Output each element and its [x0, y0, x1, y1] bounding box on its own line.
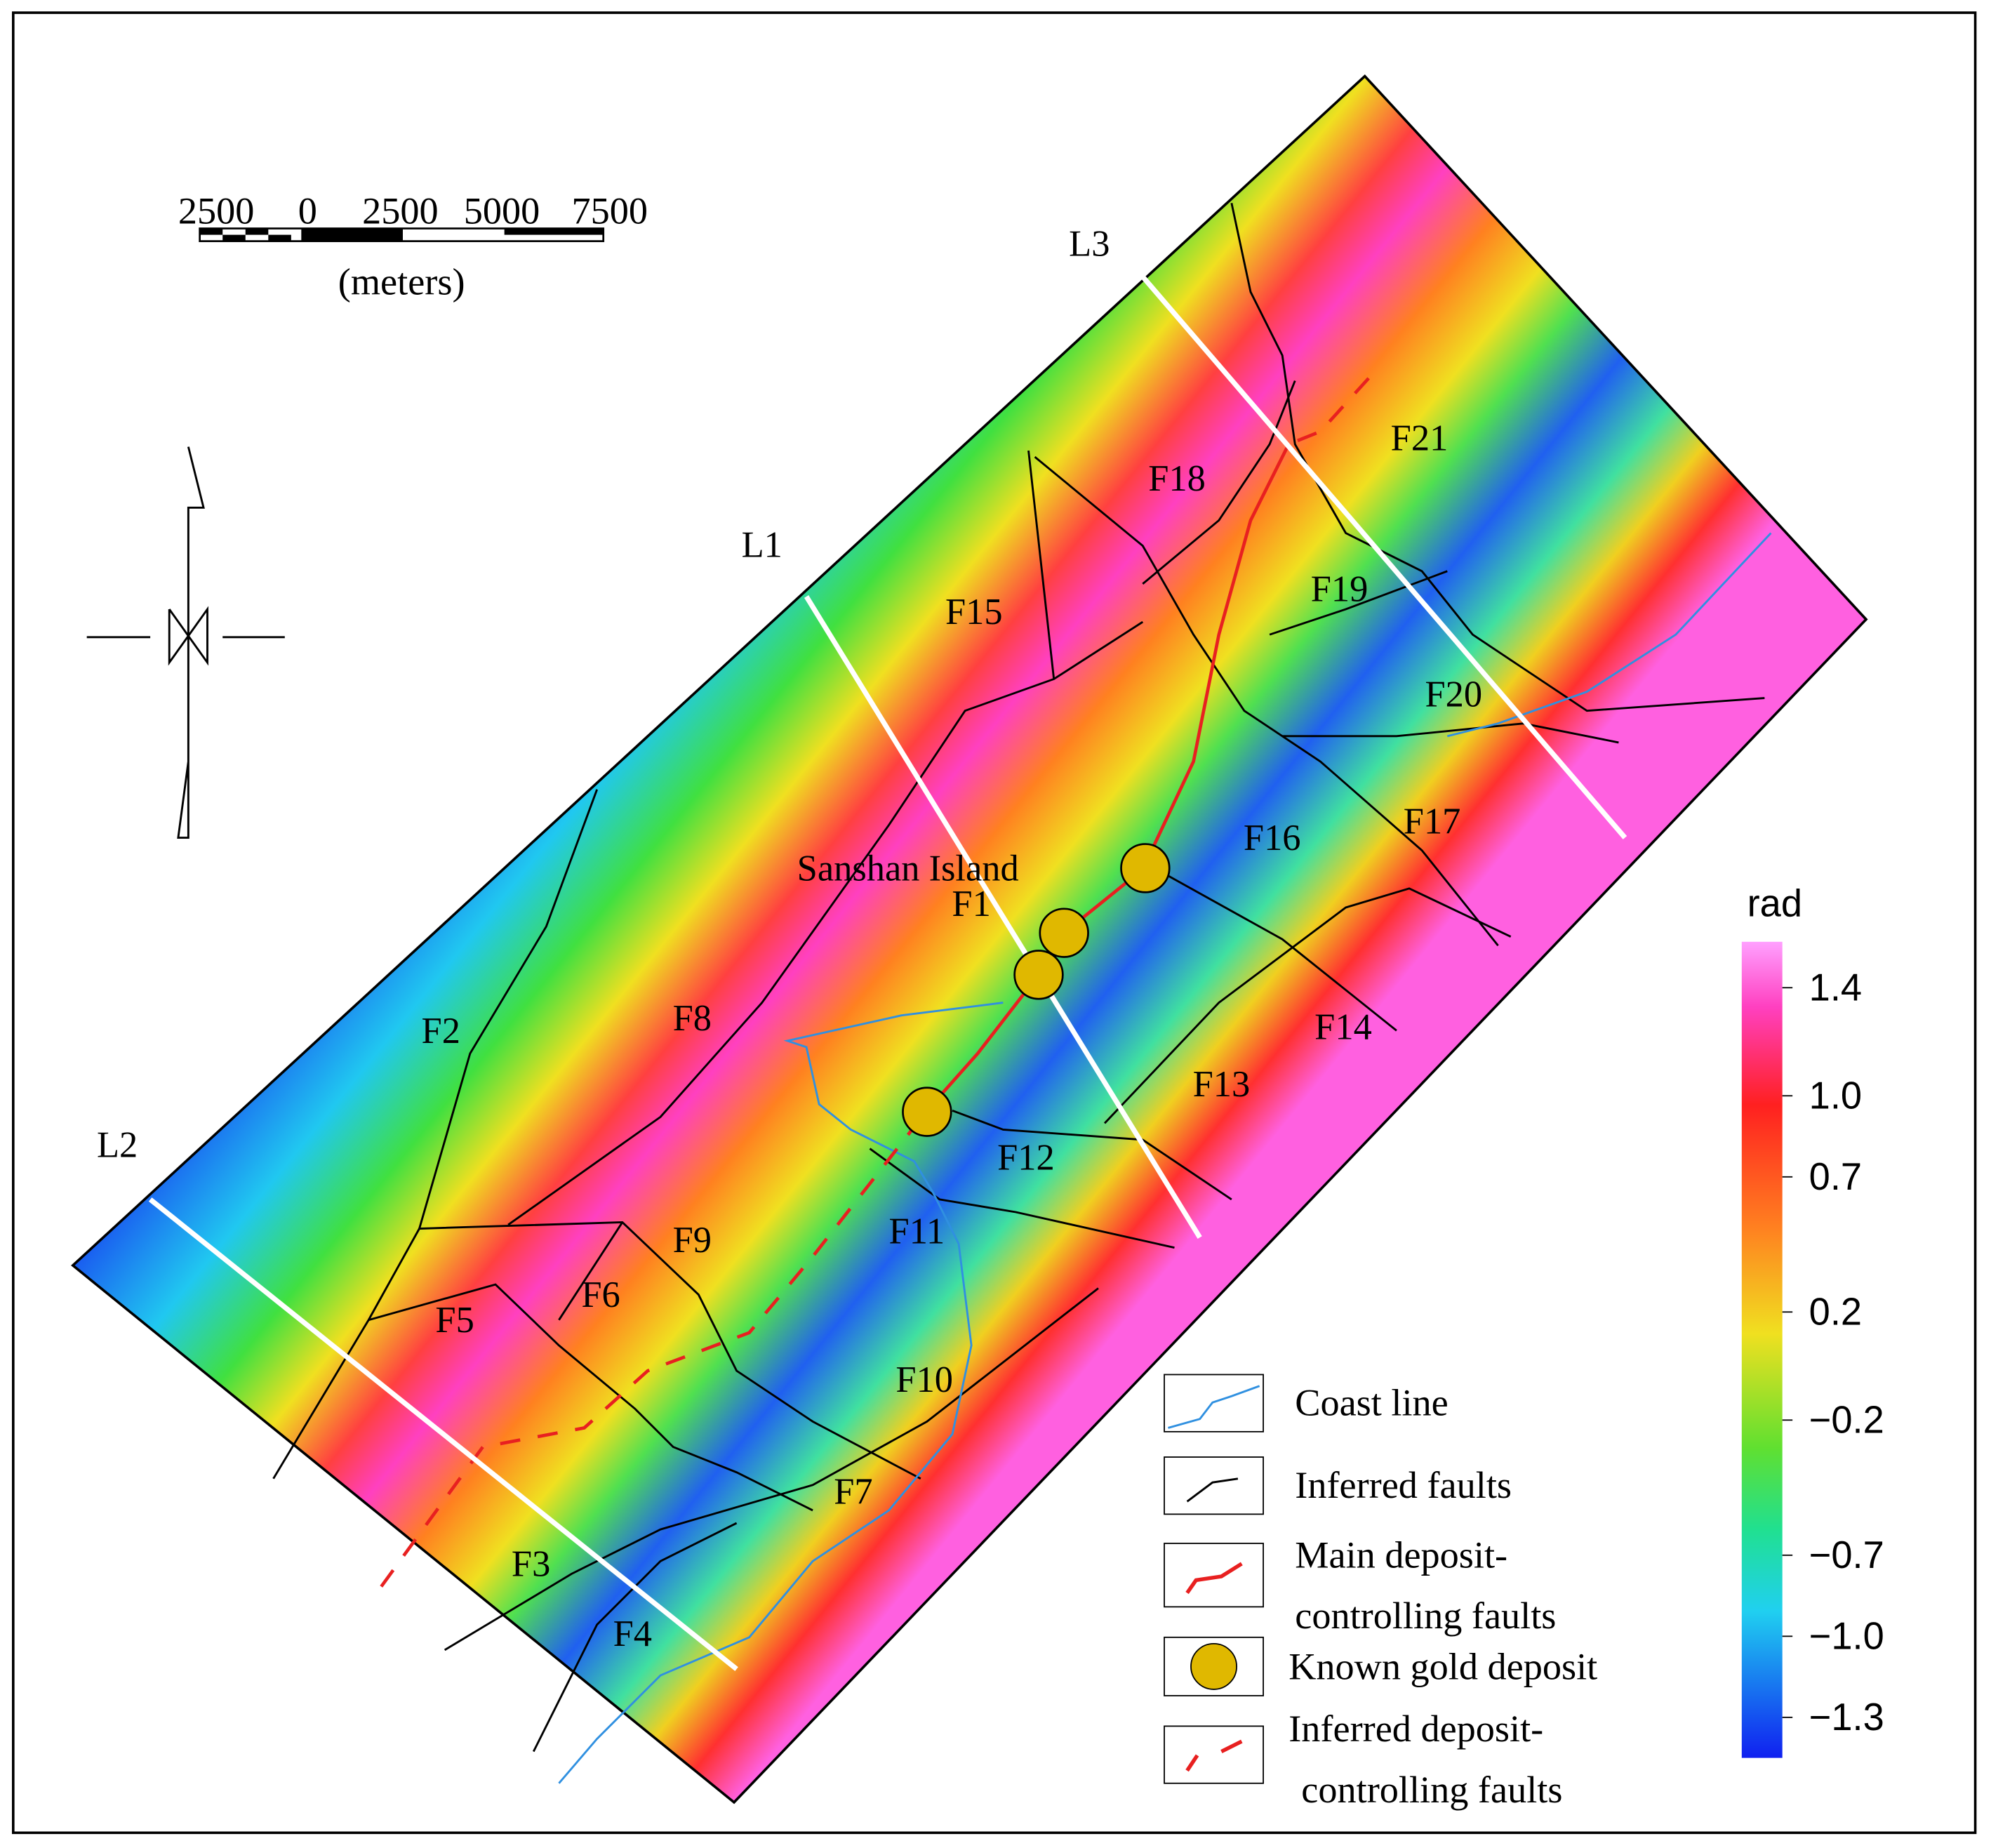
fault-label: F8 — [673, 998, 712, 1039]
frame — [12, 11, 1977, 1835]
colorbar-tick-label: −1.3 — [1809, 1696, 1884, 1739]
gold-deposits — [902, 843, 1171, 1137]
section-label: L3 — [1069, 224, 1110, 265]
colorbar-tick-label: −0.7 — [1809, 1534, 1884, 1576]
scale-label: 2500 — [362, 190, 439, 232]
colorbar-title: rad — [1747, 883, 1802, 925]
colorbar-tick-label: 1.4 — [1809, 966, 1862, 1009]
fault-label: F9 — [673, 1220, 712, 1261]
legend-label: controlling faults — [1301, 1769, 1562, 1811]
colorbar-tick-label: 1.0 — [1809, 1075, 1862, 1117]
colorbar-tick-label: −0.2 — [1809, 1399, 1884, 1441]
scale-label: 7500 — [572, 190, 648, 232]
section-lines — [148, 274, 1627, 1671]
colorbar-tick-label: 0.7 — [1809, 1156, 1862, 1198]
fault-label: F4 — [613, 1614, 652, 1654]
section-label: L2 — [97, 1125, 138, 1166]
section-label: L1 — [742, 524, 783, 565]
scale-bar: 2500 0 2500 5000 7500 (meters) — [178, 190, 648, 303]
fault-labels: F1 F2 F3 F4 F5 F6 F7 F8 F9 F10 F11 F12 F13 F14 F15 F16 F… — [422, 418, 1483, 1654]
fault-label: F16 — [1244, 818, 1301, 858]
fault-label: F5 — [435, 1300, 474, 1341]
fault-label: F14 — [1314, 1006, 1372, 1047]
scale-label: 5000 — [464, 190, 540, 232]
fault-label: F12 — [997, 1138, 1055, 1178]
fault-label: F2 — [422, 1011, 460, 1051]
fault-label: F15 — [945, 592, 1003, 632]
legend-label: controlling faults — [1295, 1595, 1556, 1637]
faults — [272, 203, 1765, 1753]
fault-label: F13 — [1193, 1064, 1251, 1105]
colorbar-tick-label: 0.2 — [1809, 1291, 1862, 1333]
coast-line — [558, 532, 1772, 1784]
legend-label: Inferred deposit- — [1289, 1708, 1543, 1750]
legend: Coast line Inferred faults Main deposit-… — [1164, 1374, 1597, 1811]
fault-label: F20 — [1425, 674, 1483, 715]
scale-label: 0 — [298, 190, 317, 232]
fault-label: F18 — [1148, 458, 1206, 499]
fault-label: F1 — [952, 884, 990, 924]
legend-label: Known gold deposit — [1289, 1645, 1597, 1687]
labels: L1 L2 L3 Sanshan Island — [97, 224, 1110, 1166]
fault-label: F11 — [889, 1211, 945, 1252]
legend-label: Inferred faults — [1295, 1464, 1512, 1506]
fault-label: F6 — [581, 1275, 620, 1315]
fault-label: F19 — [1311, 569, 1369, 610]
place-label: Sanshan Island — [797, 848, 1019, 889]
map-raster — [71, 74, 1868, 1804]
north-arrow — [86, 446, 285, 839]
colorbar-tick-label: −1.0 — [1809, 1615, 1884, 1657]
fault-label: F17 — [1404, 801, 1461, 842]
colorbar-ramp — [1741, 941, 1783, 1758]
colorbar: rad 1.4 1.0 0.7 0.2 −0.2 −0.7 −1.0 −1.3 — [1741, 883, 1884, 1758]
scale-unit: (meters) — [338, 261, 465, 303]
legend-label: Main deposit- — [1295, 1534, 1507, 1576]
fault-label: F10 — [895, 1360, 953, 1400]
fault-label: F21 — [1391, 418, 1449, 458]
fault-label: F7 — [834, 1471, 872, 1512]
legend-label: Coast line — [1295, 1381, 1448, 1423]
fault-label: F3 — [512, 1543, 550, 1584]
scale-label: 2500 — [178, 190, 254, 232]
